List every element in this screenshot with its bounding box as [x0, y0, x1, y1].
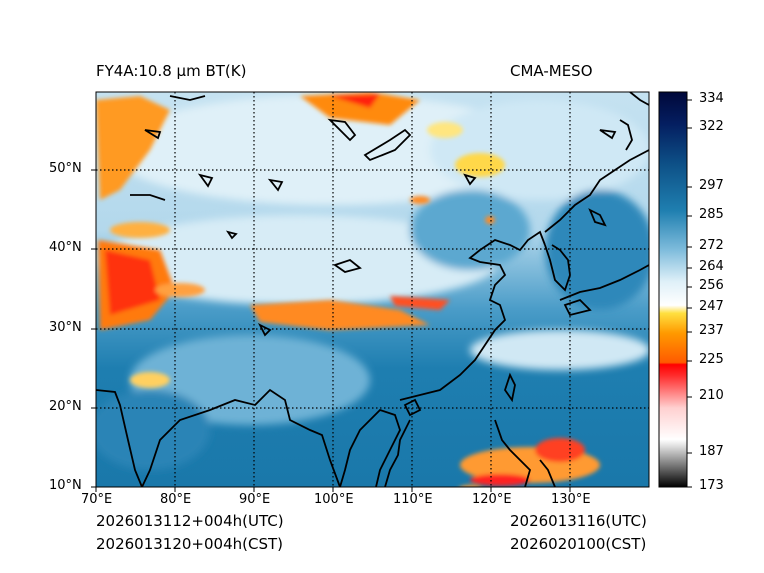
lon-label-80: 80°E: [160, 492, 192, 507]
axis-tick-marks: [91, 169, 571, 492]
lon-label-130: 130°E: [551, 492, 591, 507]
lat-label-20: 20°N: [49, 399, 82, 414]
map-frame: [95, 91, 650, 488]
colorbar-label-256: 256: [699, 278, 724, 293]
init-time-utc: 2026013112+004h(UTC): [96, 512, 284, 530]
gridlines: [96, 92, 649, 487]
lon-label-70: 70°E: [81, 492, 113, 507]
colorbar-label-285: 285: [699, 207, 724, 222]
colorbar-label-272: 272: [699, 238, 724, 253]
lat-label-10: 10°N: [49, 478, 82, 493]
valid-time-utc: 2026013116(UTC): [510, 512, 647, 530]
colorbar-label-210: 210: [699, 388, 724, 403]
colorbar-tick-marks: [687, 99, 692, 488]
lon-label-90: 90°E: [239, 492, 271, 507]
lat-label-40: 40°N: [49, 240, 82, 255]
colorbar-label-297: 297: [699, 178, 724, 193]
lat-label-30: 30°N: [49, 320, 82, 335]
satellite-image: [96, 92, 649, 487]
model-name: CMA-MESO: [510, 62, 593, 80]
colorbar-label-225: 225: [699, 352, 724, 367]
colorbar-label-237: 237: [699, 323, 724, 338]
lon-label-120: 120°E: [472, 492, 512, 507]
lon-label-100: 100°E: [314, 492, 354, 507]
colorbar-label-173: 173: [699, 478, 724, 493]
colorbar-label-187: 187: [699, 444, 724, 459]
colorbar-label-322: 322: [699, 119, 724, 134]
colorbar-label-264: 264: [699, 259, 724, 274]
valid-time-cst: 2026020100(CST): [510, 535, 647, 553]
init-time-cst: 2026013120+004h(CST): [96, 535, 284, 553]
lon-label-110: 110°E: [393, 492, 433, 507]
lat-label-50: 50°N: [49, 161, 82, 176]
colorbar-label-334: 334: [699, 91, 724, 106]
coastlines: [96, 92, 649, 487]
colorbar: [658, 91, 688, 488]
product-title: FY4A:10.8 µm BT(K): [96, 62, 247, 80]
colorbar-label-247: 247: [699, 299, 724, 314]
